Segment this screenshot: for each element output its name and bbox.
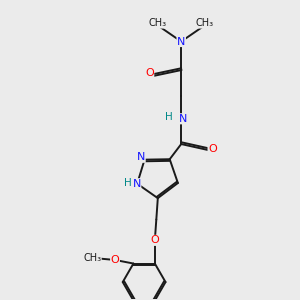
Text: N: N [137, 152, 145, 162]
Text: O: O [111, 255, 119, 265]
Text: CH₃: CH₃ [196, 18, 214, 28]
Text: CH₃: CH₃ [83, 254, 101, 263]
Text: O: O [145, 68, 154, 78]
Text: CH₃: CH₃ [148, 18, 166, 28]
Text: O: O [151, 236, 159, 245]
Text: N: N [132, 179, 141, 189]
Text: N: N [177, 37, 185, 46]
Text: H: H [124, 178, 132, 188]
Text: N: N [178, 114, 187, 124]
Text: H: H [165, 112, 172, 122]
Text: O: O [208, 144, 217, 154]
